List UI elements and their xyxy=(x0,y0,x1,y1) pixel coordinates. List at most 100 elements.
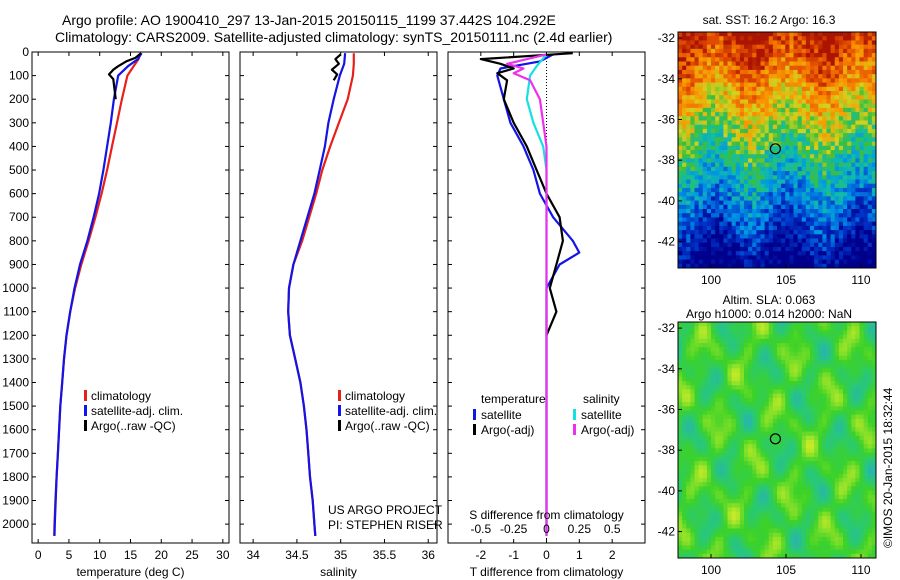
map-cell xyxy=(871,389,877,395)
map-cell xyxy=(834,40,840,46)
map-cell xyxy=(777,225,782,231)
map-cell xyxy=(863,230,869,235)
map-cell xyxy=(843,99,848,105)
map-cell xyxy=(871,351,877,357)
map-cell xyxy=(727,221,733,227)
map-cell xyxy=(781,44,786,50)
map-cell xyxy=(711,255,716,260)
map-cell xyxy=(797,57,803,62)
map-cell xyxy=(764,99,770,105)
map-cell xyxy=(871,246,877,252)
map-cell xyxy=(859,133,865,138)
map-cell xyxy=(851,414,856,420)
map-cell xyxy=(855,263,860,269)
map-cell xyxy=(843,91,848,96)
map-cell xyxy=(785,36,790,41)
map-cell xyxy=(847,381,852,386)
map-cell xyxy=(847,440,852,445)
map-cell xyxy=(764,322,770,327)
map-cell xyxy=(694,40,700,46)
map-cell xyxy=(768,364,774,369)
map-cell xyxy=(826,162,832,168)
map-cell xyxy=(826,410,832,416)
map-cell xyxy=(801,402,807,407)
map-cell xyxy=(851,183,856,189)
map-cell xyxy=(686,494,691,500)
map-cell xyxy=(863,116,869,121)
map-cell xyxy=(781,414,786,420)
map-cell xyxy=(744,338,749,344)
map-cell xyxy=(838,334,844,340)
map-cell xyxy=(822,469,827,475)
map-cell xyxy=(855,423,860,428)
map-cell xyxy=(727,40,733,46)
map-cell xyxy=(851,397,856,403)
map-cell xyxy=(760,359,766,365)
map-cell xyxy=(739,48,745,54)
map-cell xyxy=(715,427,720,432)
map-cell xyxy=(678,141,683,147)
map-cell xyxy=(756,397,761,403)
map-cell xyxy=(785,389,790,395)
map-cell xyxy=(801,456,807,462)
series-line-differences-3 xyxy=(506,53,548,536)
map-cell xyxy=(851,57,856,62)
map-cell xyxy=(698,355,704,361)
map-cell xyxy=(756,456,761,462)
map-cell xyxy=(871,61,877,67)
map-cell xyxy=(756,107,761,113)
map-cell xyxy=(781,120,786,126)
map-cell xyxy=(723,351,728,357)
map-cell xyxy=(834,48,840,54)
legend-swatch xyxy=(338,420,341,431)
map-cell xyxy=(764,48,770,54)
map-cell xyxy=(768,82,774,88)
map-cell xyxy=(867,175,873,180)
map-cell xyxy=(834,99,840,105)
map-cell xyxy=(739,490,745,496)
map-cell xyxy=(805,431,811,437)
map-cell xyxy=(748,230,753,235)
map-cell xyxy=(810,263,815,269)
map-cell xyxy=(818,418,823,424)
map-cell xyxy=(797,78,803,83)
map-cell xyxy=(752,406,757,411)
map-cell xyxy=(686,36,691,41)
map-cell xyxy=(801,234,807,239)
map-cell xyxy=(731,452,737,458)
map-cell xyxy=(818,251,823,256)
map-cell xyxy=(805,82,811,88)
map-cell xyxy=(739,44,745,50)
map-cell xyxy=(810,477,815,483)
map-cell xyxy=(768,381,774,386)
map-cell xyxy=(690,65,695,71)
map-cell xyxy=(777,82,782,88)
map-cell xyxy=(698,263,704,269)
map-cell xyxy=(678,242,683,248)
map-cell xyxy=(867,351,873,357)
map-cell xyxy=(748,209,753,214)
map-cell xyxy=(867,200,873,206)
map-cell xyxy=(818,116,823,121)
map-cell xyxy=(727,103,733,109)
map-cell xyxy=(859,444,865,449)
map-cell xyxy=(739,381,745,386)
map-cell xyxy=(810,381,815,386)
map-cell xyxy=(781,448,786,454)
map-cell xyxy=(818,158,823,164)
map-cell xyxy=(764,368,770,373)
map-cell xyxy=(752,330,757,336)
map-cell xyxy=(682,78,687,83)
map-cell xyxy=(818,192,823,197)
map-cell xyxy=(797,486,803,491)
map-cell xyxy=(735,221,741,227)
map-cell xyxy=(702,397,708,403)
y-tick-label: 500 xyxy=(9,163,29,177)
map-cell xyxy=(871,99,877,105)
map-cell xyxy=(694,389,700,395)
map-cell xyxy=(834,107,840,113)
map-cell xyxy=(686,389,691,395)
map-cell xyxy=(723,158,728,164)
map-cell xyxy=(797,103,803,109)
map-cell xyxy=(855,246,860,252)
